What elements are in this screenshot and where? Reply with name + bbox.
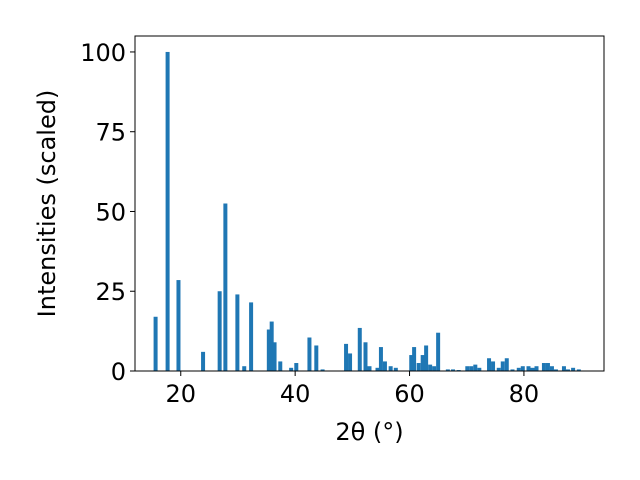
- bar: [217, 291, 222, 371]
- bar: [491, 361, 496, 371]
- bar: [571, 367, 576, 371]
- bar: [278, 361, 283, 371]
- bar: [348, 353, 353, 371]
- bar: [451, 369, 455, 371]
- bar: [363, 342, 368, 371]
- bar: [424, 345, 429, 371]
- plot-frame: [134, 35, 605, 372]
- bar: [510, 369, 515, 371]
- bar: [367, 366, 372, 371]
- y-axis-ticks: 0 25 50 75 100: [80, 39, 135, 386]
- bar: [393, 367, 398, 371]
- bar: [378, 347, 383, 371]
- bar: [165, 51, 170, 371]
- bar: [272, 342, 277, 371]
- y-tick-label: 75: [95, 119, 126, 147]
- bar: [428, 364, 433, 371]
- bar: [416, 363, 421, 371]
- bar: [516, 367, 521, 371]
- y-tick-label: 25: [95, 278, 126, 306]
- bar: [409, 355, 414, 371]
- bar: [314, 345, 319, 371]
- bar: [469, 366, 474, 371]
- x-tick-label: 40: [280, 380, 311, 408]
- bar: [289, 367, 294, 371]
- bar: [153, 316, 158, 371]
- bar: [541, 363, 546, 371]
- y-axis-label: Intensities (scaled): [33, 90, 61, 318]
- x-tick-label: 60: [394, 380, 425, 408]
- bar: [420, 355, 425, 371]
- bar: [549, 366, 554, 371]
- bar: [223, 203, 228, 371]
- bar: [357, 327, 362, 371]
- bar: [235, 294, 240, 371]
- bar: [576, 369, 581, 371]
- bar: [269, 321, 274, 371]
- bar: [432, 366, 437, 371]
- bar: [176, 280, 181, 371]
- bar: [500, 361, 505, 371]
- bar: [473, 364, 478, 371]
- bar: [375, 367, 380, 371]
- x-axis-label: 2θ (°): [335, 418, 403, 446]
- y-tick-label: 50: [95, 198, 126, 226]
- bar: [344, 343, 349, 371]
- bar: [388, 366, 393, 371]
- bar: [249, 302, 254, 371]
- x-tick-label: 80: [509, 380, 540, 408]
- bar: [477, 367, 482, 371]
- bar: [526, 366, 531, 371]
- bar: [520, 366, 525, 371]
- y-tick-label: 0: [111, 358, 126, 386]
- bar: [412, 347, 417, 371]
- bar-series: [153, 51, 581, 371]
- bar: [487, 358, 492, 371]
- bar: [266, 329, 271, 371]
- bar: [530, 367, 535, 371]
- bar: [436, 332, 441, 371]
- bar: [201, 351, 206, 371]
- bar: [565, 369, 570, 371]
- bar: [553, 369, 558, 371]
- bar: [382, 361, 387, 371]
- bar: [294, 363, 299, 371]
- bar: [504, 358, 509, 371]
- x-tick-label: 20: [165, 380, 196, 408]
- bar: [534, 366, 539, 371]
- y-tick-label: 100: [80, 39, 126, 67]
- x-axis-ticks: 20 40 60 80: [165, 371, 539, 408]
- bar: [465, 366, 470, 371]
- bar: [445, 369, 450, 371]
- bar: [545, 363, 550, 371]
- bar: [320, 369, 325, 371]
- bar: [242, 366, 247, 371]
- bar: [561, 366, 566, 371]
- bar: [307, 337, 312, 371]
- bar: [496, 367, 501, 371]
